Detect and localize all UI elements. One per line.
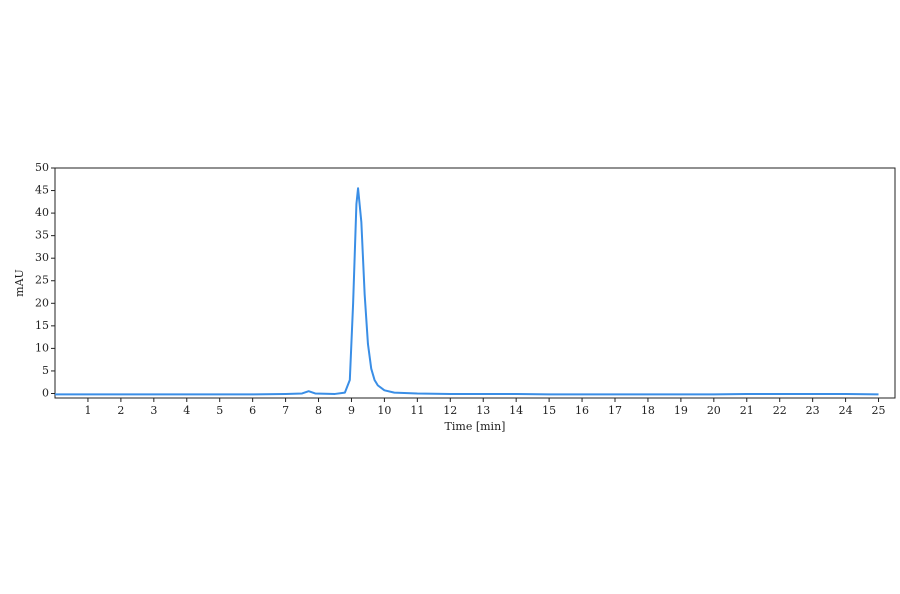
x-tick-label: 17 (608, 404, 622, 417)
x-tick-label: 12 (443, 404, 457, 417)
x-tick-label: 8 (315, 404, 322, 417)
x-axis-label: Time [min] (445, 420, 506, 433)
x-tick-label: 11 (410, 404, 424, 417)
x-tick-label: 24 (839, 404, 853, 417)
y-tick-label: 5 (42, 364, 49, 377)
x-tick-label: 3 (150, 404, 157, 417)
x-tick-label: 19 (674, 404, 688, 417)
y-axis-label: mAU (13, 269, 26, 297)
y-tick-label: 20 (35, 296, 49, 309)
chromatogram-line (55, 187, 879, 396)
y-tick-label: 15 (35, 319, 49, 332)
y-tick-label: 45 (35, 184, 49, 197)
plot-frame (54, 167, 896, 399)
y-tick-label: 35 (35, 229, 49, 242)
x-tick-label: 9 (348, 404, 355, 417)
x-tick-label: 7 (282, 404, 289, 417)
y-tick-label: 10 (35, 341, 49, 354)
x-tick-label: 18 (641, 404, 655, 417)
x-tick-label: 14 (509, 404, 523, 417)
x-tick-label: 15 (542, 404, 556, 417)
x-tick-label: 22 (773, 404, 787, 417)
x-tick-label: 21 (740, 404, 754, 417)
x-tick-label: 2 (117, 404, 124, 417)
x-tick-label: 4 (183, 404, 190, 417)
x-tick-label: 1 (84, 404, 91, 417)
y-tick-label: 50 (35, 161, 49, 174)
x-tick-label: 13 (476, 404, 490, 417)
x-tick-label: 10 (377, 404, 391, 417)
x-tick-label: 23 (806, 404, 820, 417)
x-tick-label: 16 (575, 404, 589, 417)
x-tick-label: 6 (249, 404, 256, 417)
y-tick-label: 40 (35, 206, 49, 219)
y-tick-label: 0 (42, 386, 49, 399)
x-tick-label: 5 (216, 404, 223, 417)
y-tick-label: 30 (35, 251, 49, 264)
y-tick-label: 25 (35, 274, 49, 287)
x-tick-label: 25 (872, 404, 886, 417)
x-tick-label: 20 (707, 404, 721, 417)
